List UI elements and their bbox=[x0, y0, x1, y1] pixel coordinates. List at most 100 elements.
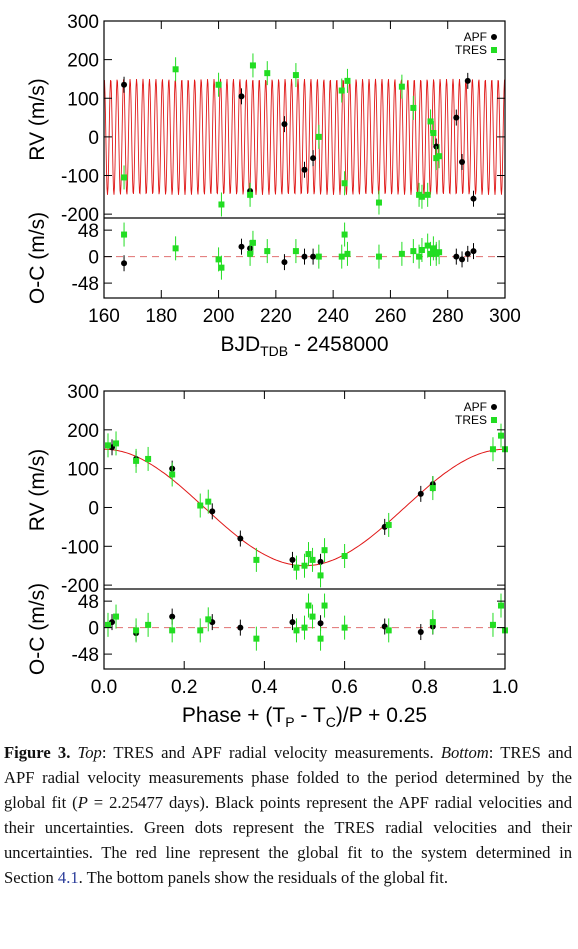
apf-residual-point bbox=[310, 253, 317, 260]
tres-residual-point bbox=[247, 250, 254, 257]
xtick-label: 200 bbox=[203, 306, 235, 327]
residual-ytick-label: -48 bbox=[72, 274, 99, 295]
tres-rv-point bbox=[145, 455, 152, 462]
x-axis-label: BJDTDB - 2458000 bbox=[220, 333, 388, 359]
tres-residual-point bbox=[410, 248, 417, 255]
rv-ytick-label: -200 bbox=[61, 576, 99, 597]
rv-ytick-label: 300 bbox=[67, 12, 99, 33]
tres-rv-point bbox=[105, 442, 112, 449]
x-axis-label-subscript: P bbox=[285, 714, 294, 730]
tres-rv-point bbox=[436, 153, 443, 160]
x-axis-label-main: BJD bbox=[220, 333, 260, 356]
apf-residual-point bbox=[237, 624, 244, 631]
tres-rv-point bbox=[398, 83, 405, 90]
tres-rv-point bbox=[430, 130, 437, 137]
tres-rv-point bbox=[305, 551, 312, 558]
xtick-label: 0.0 bbox=[91, 677, 117, 698]
apf-rv-point bbox=[289, 556, 296, 563]
apf-residual-point bbox=[453, 253, 460, 260]
tres-residual-point bbox=[305, 602, 312, 609]
tres-residual-point bbox=[398, 250, 405, 257]
rv-axis-label: RV (m/s) bbox=[26, 78, 49, 160]
tres-residual-point bbox=[341, 624, 348, 631]
tres-residual-point bbox=[429, 619, 436, 626]
rv-ytick-label: 0 bbox=[88, 128, 99, 149]
tres-rv-point bbox=[418, 193, 425, 200]
caption-top-word: Top bbox=[77, 743, 102, 762]
tres-residual-point bbox=[497, 602, 504, 609]
apf-rv-point bbox=[317, 558, 324, 565]
tres-residual-point bbox=[113, 613, 120, 620]
apf-rv-point bbox=[238, 93, 245, 100]
tres-rv-point bbox=[315, 133, 322, 140]
legend-label-tres: TRES bbox=[455, 413, 487, 427]
residual-ytick-label: 0 bbox=[88, 619, 99, 640]
caption-p-symbol: P bbox=[77, 793, 88, 812]
apf-rv-point bbox=[301, 166, 308, 173]
apf-rv-point bbox=[470, 195, 477, 202]
apf-residual-point bbox=[238, 243, 245, 250]
tres-residual-point bbox=[418, 247, 425, 253]
bottom-panel: -200 -100 0 100 200 300 -48 0 48 0.0 0.2 0.4 0.6 0.8 1… bbox=[26, 382, 518, 730]
tres-rv-point bbox=[429, 485, 436, 492]
tres-residual-point bbox=[375, 253, 382, 260]
xtick-label: 0.4 bbox=[251, 677, 278, 698]
tres-rv-point bbox=[489, 446, 496, 453]
caption-text-4: . The bottom panels show the residuals o… bbox=[78, 868, 448, 887]
residual-ytick-label: 0 bbox=[88, 248, 99, 269]
tres-rv-point bbox=[344, 77, 351, 84]
xtick-label: 1.0 bbox=[492, 677, 518, 698]
x-axis-label-subscript: C bbox=[326, 714, 336, 730]
apf-residual-point bbox=[459, 256, 466, 263]
caption-section-link[interactable]: 4.1 bbox=[57, 868, 79, 887]
plot-frame bbox=[103, 390, 506, 670]
tres-rv-point bbox=[309, 556, 316, 563]
tres-residual-point bbox=[133, 627, 140, 634]
apf-residual-point bbox=[417, 629, 424, 636]
xtick-label: 220 bbox=[260, 306, 292, 327]
x-axis-label-tail: )/P + 0.25 bbox=[336, 704, 427, 727]
tres-residual-point bbox=[145, 621, 152, 628]
legend-marker-tres bbox=[491, 417, 497, 423]
xtick-label: 240 bbox=[317, 306, 349, 327]
tres-rv-point bbox=[375, 199, 382, 206]
apf-residual-point bbox=[470, 248, 477, 255]
tres-rv-point bbox=[249, 62, 256, 69]
apf-residual-point bbox=[464, 250, 471, 257]
tres-rv-point bbox=[292, 72, 299, 79]
xtick-label: 260 bbox=[375, 306, 407, 327]
caption-text-1: : TRES and APF radial velocity measureme… bbox=[101, 743, 434, 762]
rv-ytick-label: -100 bbox=[61, 537, 99, 558]
tres-rv-point bbox=[321, 547, 328, 554]
tres-rv-point bbox=[121, 174, 128, 181]
apf-residual-point bbox=[289, 619, 296, 626]
tres-residual-point bbox=[489, 621, 496, 628]
tres-rv-point bbox=[197, 502, 204, 509]
tres-residual-point bbox=[215, 256, 222, 263]
tres-residual-point bbox=[218, 264, 225, 271]
rv-ytick-label: 100 bbox=[67, 460, 99, 481]
rv-ytick-label: 200 bbox=[67, 421, 99, 442]
caption-text-3: = 2.25477 days). Black points represent … bbox=[4, 793, 573, 887]
tres-residual-point bbox=[338, 253, 345, 260]
caption-bottom-word: Bottom bbox=[440, 743, 489, 762]
tres-residual-point bbox=[416, 253, 423, 260]
apf-residual-point bbox=[317, 620, 324, 627]
apf-residual-point bbox=[301, 253, 308, 260]
apf-residual-point bbox=[169, 613, 176, 620]
tres-rv-point bbox=[133, 457, 140, 464]
x-axis-label: Phase + (TP - TC)/P + 0.25 bbox=[182, 704, 427, 730]
tres-residual-point bbox=[197, 627, 204, 634]
rv-ytick-label: 200 bbox=[67, 51, 99, 72]
rv-ytick-label: 100 bbox=[67, 89, 99, 110]
tres-rv-point bbox=[410, 104, 417, 111]
xtick-label: 180 bbox=[145, 306, 177, 327]
tres-residual-point bbox=[309, 613, 316, 620]
tres-rv-point bbox=[497, 432, 504, 439]
rv-ytick-label: 300 bbox=[67, 382, 99, 403]
apf-rv-point bbox=[464, 77, 471, 84]
tres-rv-point bbox=[215, 81, 222, 88]
tres-rv-point bbox=[218, 201, 225, 208]
residual-axis-label: O-C (m/s) bbox=[26, 583, 49, 675]
tres-residual-point bbox=[121, 231, 128, 238]
